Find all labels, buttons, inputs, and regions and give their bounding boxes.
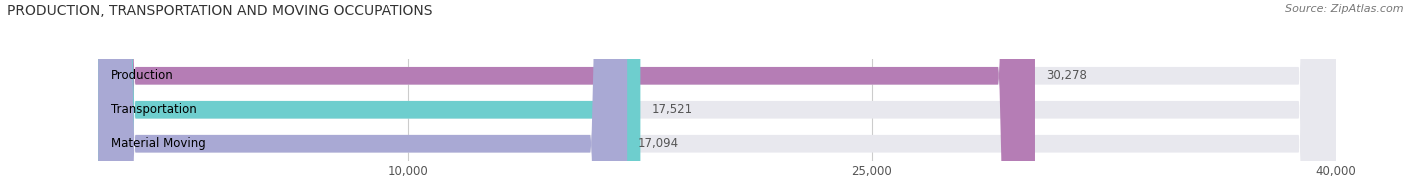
Text: Transportation: Transportation: [111, 103, 197, 116]
Text: Source: ZipAtlas.com: Source: ZipAtlas.com: [1285, 4, 1403, 14]
FancyBboxPatch shape: [98, 0, 1336, 196]
FancyBboxPatch shape: [98, 0, 627, 196]
Text: Production: Production: [111, 69, 173, 82]
Text: 30,278: 30,278: [1046, 69, 1087, 82]
FancyBboxPatch shape: [98, 0, 1035, 196]
FancyBboxPatch shape: [98, 0, 640, 196]
Text: 17,094: 17,094: [638, 137, 679, 150]
FancyBboxPatch shape: [98, 0, 1336, 196]
FancyBboxPatch shape: [98, 0, 1336, 196]
Text: PRODUCTION, TRANSPORTATION AND MOVING OCCUPATIONS: PRODUCTION, TRANSPORTATION AND MOVING OC…: [7, 4, 433, 18]
Text: Material Moving: Material Moving: [111, 137, 205, 150]
Text: 17,521: 17,521: [651, 103, 692, 116]
